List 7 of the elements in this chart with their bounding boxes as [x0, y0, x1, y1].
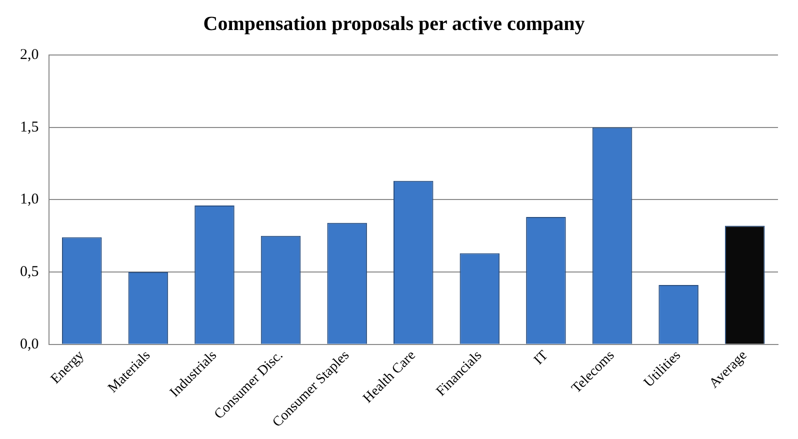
y-tick-label: 1,0	[20, 192, 39, 208]
y-tick-label: 1,5	[20, 119, 39, 136]
y-tick-label: 2,0	[20, 46, 39, 63]
y-tick-label: 0,0	[20, 336, 39, 352]
y-tick-label: 0,5	[20, 264, 39, 280]
x-tick-label: IT	[531, 348, 552, 368]
chart-title: Compensation proposals per active company	[203, 13, 585, 36]
